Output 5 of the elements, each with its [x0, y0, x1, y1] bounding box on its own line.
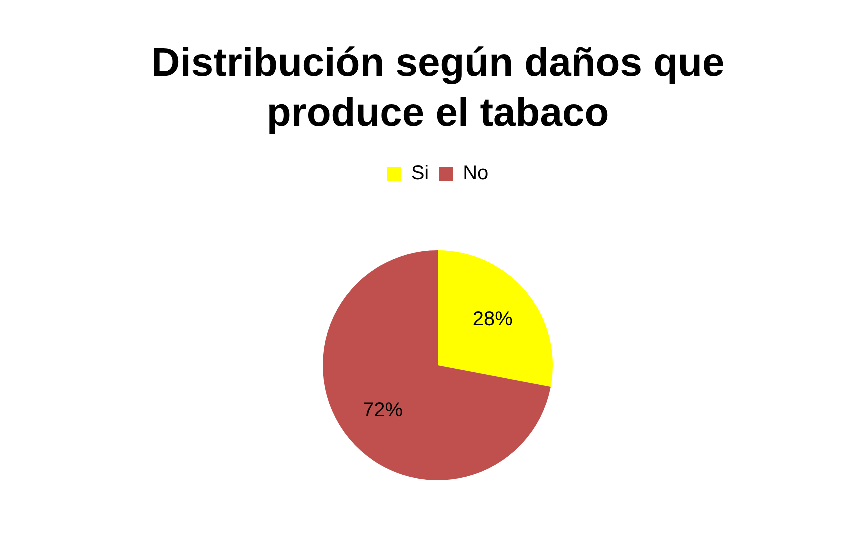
- data-label: 72%: [363, 399, 404, 422]
- legend-label: Si: [411, 162, 430, 185]
- chart-title: Distribución según daños que produce el tabaco: [151, 41, 725, 136]
- data-label: 28%: [472, 308, 514, 331]
- legend-label: No: [463, 162, 489, 185]
